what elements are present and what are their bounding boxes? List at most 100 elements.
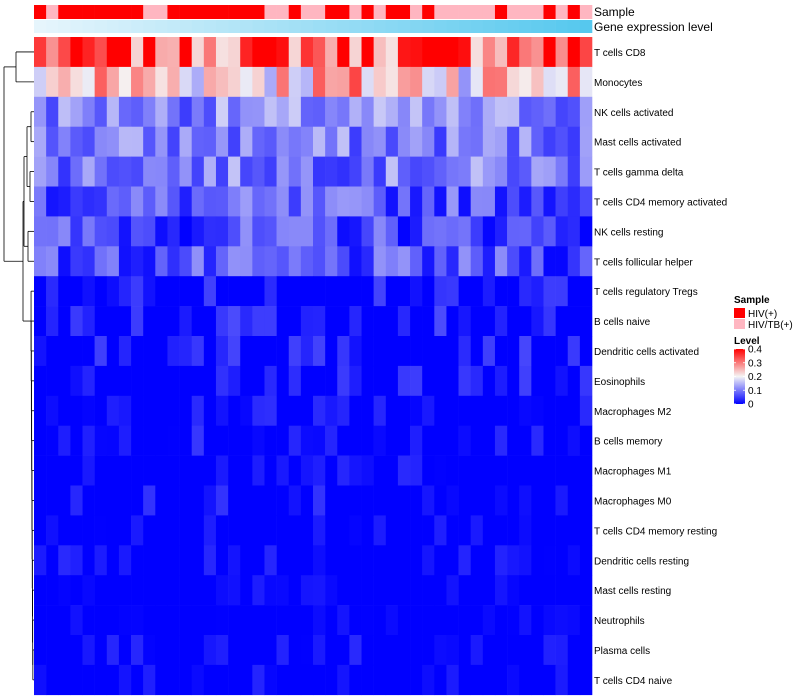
- heatmap-cell: [434, 37, 447, 68]
- heatmap-cell: [494, 545, 508, 576]
- heatmap-cell: [288, 216, 302, 247]
- heatmap-cell: [70, 425, 83, 456]
- heatmap-cell: [422, 605, 435, 636]
- heatmap-cell: [240, 575, 253, 606]
- heatmap-cell: [131, 66, 144, 98]
- heatmap-cell: [288, 485, 302, 516]
- heatmap-cell: [567, 186, 581, 217]
- heatmap-cell: [70, 186, 83, 217]
- heatmap-cell: [34, 395, 47, 426]
- heatmap-cell: [325, 365, 338, 397]
- heatmap-cell: [167, 216, 180, 247]
- heatmap-cell: [519, 216, 532, 247]
- heatmap-cell: [397, 635, 411, 666]
- heatmap-cell: [507, 365, 520, 397]
- heatmap-cell: [131, 425, 144, 456]
- heatmap-cell: [410, 664, 423, 696]
- heatmap-cell: [118, 485, 132, 516]
- heatmap-cell: [228, 246, 241, 277]
- heatmap-cell: [228, 216, 241, 247]
- row-label: B cells naive: [594, 317, 651, 328]
- row-label: Macrophages M2: [594, 407, 672, 418]
- gene-expression-annotation-cell: [470, 20, 484, 33]
- heatmap-cell: [252, 455, 265, 486]
- row-label: T cells follicular helper: [594, 257, 693, 268]
- heatmap-cell: [240, 455, 253, 486]
- heatmap-cell: [276, 485, 290, 516]
- heatmap-cell: [94, 156, 108, 187]
- heatmap-cell: [422, 485, 435, 516]
- heatmap-cell: [252, 515, 265, 546]
- gene-expression-annotation-cell: [410, 20, 423, 33]
- heatmap-cell: [240, 395, 253, 426]
- heatmap-cell: [373, 664, 387, 696]
- heatmap-cell: [106, 664, 120, 696]
- heatmap-cell: [46, 306, 59, 337]
- heatmap-cell: [494, 365, 508, 397]
- heatmap-cell: [179, 395, 192, 426]
- heatmap-cell: [531, 126, 544, 157]
- heatmap-cell: [215, 216, 229, 247]
- heatmap-cell: [46, 336, 59, 367]
- heatmap-cell: [276, 306, 290, 337]
- heatmap-cell: [494, 37, 508, 68]
- sample-annotation-cell: [458, 5, 471, 19]
- heatmap-cell: [494, 395, 508, 426]
- heatmap-cell: [155, 515, 168, 546]
- heatmap-cell: [228, 126, 241, 157]
- heatmap-cell: [143, 37, 156, 68]
- heatmap-cell: [203, 365, 217, 397]
- heatmap-cell: [70, 635, 83, 666]
- heatmap-cell: [434, 186, 447, 217]
- heatmap-cell: [300, 276, 314, 307]
- heatmap-cell: [82, 664, 95, 696]
- heatmap-cell: [34, 156, 47, 187]
- heatmap-cell: [361, 66, 374, 98]
- heatmap-cell: [555, 515, 569, 546]
- heatmap-cell: [543, 96, 556, 127]
- heatmap-cells: [34, 37, 593, 696]
- gene-expression-annotation-cell: [191, 20, 205, 33]
- heatmap-cell: [494, 664, 508, 696]
- heatmap-cell: [179, 575, 192, 606]
- row-label: T cells gamma delta: [594, 168, 684, 179]
- heatmap-cell: [337, 186, 350, 217]
- heatmap-cell: [70, 395, 83, 426]
- heatmap-cell: [434, 545, 447, 576]
- heatmap-cell: [458, 485, 471, 516]
- heatmap-cell: [337, 216, 350, 247]
- heatmap-cell: [264, 635, 277, 666]
- heatmap-cell: [131, 635, 144, 666]
- heatmap-cell: [422, 96, 435, 127]
- heatmap-cell: [446, 37, 459, 68]
- heatmap-cell: [397, 515, 411, 546]
- gene-expression-annotation-cell: [446, 20, 459, 33]
- heatmap-cell: [458, 545, 471, 576]
- heatmap-cell: [106, 96, 120, 127]
- heatmap-cell: [397, 485, 411, 516]
- heatmap-cell: [482, 425, 496, 456]
- heatmap-cell: [446, 96, 459, 127]
- heatmap-cell: [507, 306, 520, 337]
- heatmap-cell: [373, 37, 387, 68]
- heatmap-cell: [288, 126, 302, 157]
- heatmap-cell: [131, 186, 144, 217]
- heatmap-cell: [131, 365, 144, 397]
- heatmap-cell: [240, 66, 253, 98]
- level-tick-label: 0.1: [748, 386, 762, 397]
- heatmap-cell: [94, 306, 108, 337]
- heatmap-cell: [240, 96, 253, 127]
- heatmap-cell: [555, 306, 569, 337]
- heatmap-cell: [131, 395, 144, 426]
- heatmap-cell: [300, 156, 314, 187]
- heatmap-cell: [313, 96, 326, 127]
- heatmap-cell: [555, 216, 569, 247]
- heatmap-cell: [567, 395, 581, 426]
- heatmap-cell: [567, 216, 581, 247]
- heatmap-cell: [579, 306, 593, 337]
- heatmap-cell: [167, 545, 180, 576]
- heatmap-cell: [155, 66, 168, 98]
- heatmap-cell: [131, 545, 144, 576]
- heatmap-cell: [531, 336, 544, 367]
